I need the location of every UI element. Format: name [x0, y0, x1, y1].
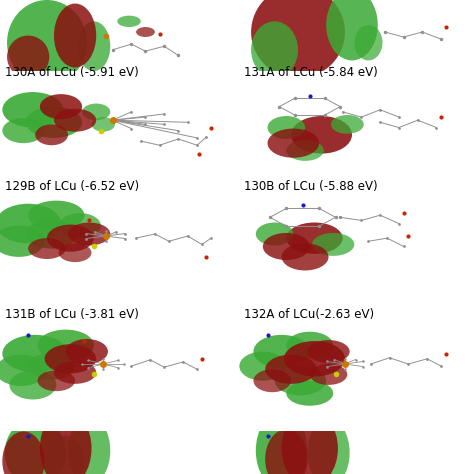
Text: 131A of LCu (-5.84 eV): 131A of LCu (-5.84 eV): [244, 66, 378, 79]
Ellipse shape: [254, 335, 310, 368]
Ellipse shape: [54, 4, 96, 68]
Ellipse shape: [2, 92, 64, 128]
Ellipse shape: [28, 238, 66, 259]
Text: 130A of LCu (-5.91 eV): 130A of LCu (-5.91 eV): [5, 66, 138, 79]
Ellipse shape: [66, 339, 108, 364]
Text: 132A of LCu(-2.63 eV): 132A of LCu(-2.63 eV): [244, 308, 374, 320]
Ellipse shape: [28, 353, 75, 380]
Ellipse shape: [254, 369, 291, 392]
Ellipse shape: [59, 213, 101, 238]
Ellipse shape: [308, 419, 350, 474]
Ellipse shape: [54, 361, 96, 384]
Ellipse shape: [286, 332, 333, 359]
Ellipse shape: [0, 355, 47, 386]
Ellipse shape: [28, 201, 84, 230]
Ellipse shape: [265, 429, 308, 474]
Ellipse shape: [37, 370, 75, 391]
Ellipse shape: [256, 222, 293, 246]
Ellipse shape: [40, 410, 91, 474]
Ellipse shape: [26, 219, 77, 248]
Ellipse shape: [45, 344, 96, 374]
Ellipse shape: [0, 226, 45, 257]
Ellipse shape: [267, 128, 319, 158]
Ellipse shape: [40, 94, 82, 119]
Ellipse shape: [47, 436, 84, 474]
Ellipse shape: [26, 107, 82, 138]
Ellipse shape: [267, 116, 305, 139]
Ellipse shape: [5, 419, 66, 474]
Ellipse shape: [47, 225, 94, 252]
Ellipse shape: [291, 116, 352, 154]
Ellipse shape: [35, 124, 68, 145]
Text: 130B of LCu (-5.88 eV): 130B of LCu (-5.88 eV): [244, 180, 378, 192]
Ellipse shape: [54, 109, 96, 132]
Ellipse shape: [286, 222, 343, 254]
Ellipse shape: [2, 431, 45, 474]
Ellipse shape: [326, 0, 378, 61]
Ellipse shape: [59, 243, 91, 262]
Ellipse shape: [136, 27, 155, 37]
Ellipse shape: [263, 233, 310, 260]
Ellipse shape: [355, 25, 383, 61]
Ellipse shape: [7, 36, 49, 78]
Ellipse shape: [7, 0, 87, 85]
Ellipse shape: [2, 335, 68, 373]
Ellipse shape: [91, 117, 115, 132]
Ellipse shape: [308, 340, 350, 363]
Ellipse shape: [286, 381, 333, 406]
Text: 131B of LCu (-3.81 eV): 131B of LCu (-3.81 eV): [5, 308, 138, 320]
Ellipse shape: [256, 412, 308, 474]
Ellipse shape: [282, 410, 338, 474]
Ellipse shape: [331, 115, 364, 134]
Ellipse shape: [251, 21, 298, 78]
Text: 129B of LCu (-6.52 eV): 129B of LCu (-6.52 eV): [5, 180, 139, 192]
Ellipse shape: [68, 222, 110, 246]
Ellipse shape: [239, 352, 286, 381]
Ellipse shape: [312, 233, 355, 256]
Ellipse shape: [37, 329, 94, 361]
Ellipse shape: [251, 0, 345, 78]
Ellipse shape: [9, 370, 56, 400]
Ellipse shape: [0, 204, 61, 243]
Ellipse shape: [265, 355, 317, 384]
Ellipse shape: [2, 118, 45, 143]
Ellipse shape: [282, 243, 328, 271]
Ellipse shape: [274, 366, 326, 395]
Ellipse shape: [77, 21, 110, 71]
Ellipse shape: [284, 341, 345, 376]
Ellipse shape: [68, 417, 110, 474]
Ellipse shape: [82, 103, 110, 120]
Ellipse shape: [286, 140, 324, 161]
Ellipse shape: [310, 364, 347, 385]
Ellipse shape: [118, 16, 141, 27]
